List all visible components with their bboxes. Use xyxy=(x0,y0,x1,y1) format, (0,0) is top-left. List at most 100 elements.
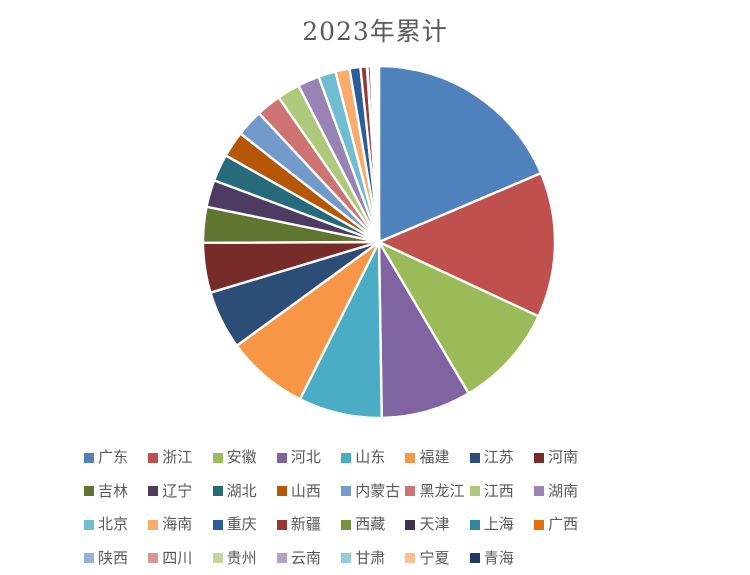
legend-item-江苏: 江苏 xyxy=(470,450,534,465)
legend-swatch xyxy=(405,553,415,563)
legend-item-江西: 江西 xyxy=(470,484,534,499)
legend-row: 北京 海南 重庆 新疆 西藏 天津 上海 广西 xyxy=(84,508,684,542)
legend-item-重庆: 重庆 xyxy=(213,517,277,532)
legend-label: 青海 xyxy=(480,551,514,566)
pie-chart xyxy=(0,0,750,440)
legend-label: 吉林 xyxy=(94,484,128,499)
legend-swatch xyxy=(534,486,544,496)
legend-swatch xyxy=(213,453,223,463)
legend-swatch xyxy=(84,520,94,530)
legend-swatch xyxy=(148,453,158,463)
legend-swatch xyxy=(534,453,544,463)
legend-item-贵州: 贵州 xyxy=(213,551,277,566)
legend-item-吉林: 吉林 xyxy=(84,484,148,499)
legend-swatch xyxy=(148,486,158,496)
legend-label: 四川 xyxy=(158,551,192,566)
pie-slice-青海 xyxy=(378,66,379,242)
legend-item-浙江: 浙江 xyxy=(148,450,212,465)
legend-item-河北: 河北 xyxy=(277,450,341,465)
legend-item-广西: 广西 xyxy=(534,517,598,532)
legend-row: 广东 浙江 安徽 河北 山东 福建 江苏 河南 xyxy=(84,441,684,475)
legend-swatch xyxy=(84,553,94,563)
legend-swatch xyxy=(277,553,287,563)
legend-swatch xyxy=(213,486,223,496)
legend-label: 广东 xyxy=(94,450,128,465)
legend-swatch xyxy=(341,520,351,530)
legend-item-辽宁: 辽宁 xyxy=(148,484,212,499)
legend-label: 湖南 xyxy=(544,484,578,499)
legend: 广东 浙江 安徽 河北 山东 福建 江苏 河南吉林 辽宁 湖北 山西 内蒙古黑龙江 江西 湖南北京 海南 重庆… xyxy=(84,441,684,575)
legend-swatch xyxy=(213,520,223,530)
legend-row: 吉林 辽宁 湖北 山西 内蒙古黑龙江 江西 湖南 xyxy=(84,475,684,509)
legend-swatch xyxy=(341,553,351,563)
legend-label: 河南 xyxy=(544,450,578,465)
legend-label: 黑龙江 xyxy=(415,484,464,499)
legend-item-山西: 山西 xyxy=(277,484,341,499)
legend-label: 广西 xyxy=(544,517,578,532)
legend-swatch xyxy=(405,520,415,530)
legend-item-河南: 河南 xyxy=(534,450,598,465)
legend-swatch xyxy=(534,520,544,530)
legend-label: 甘肃 xyxy=(351,551,385,566)
legend-label: 福建 xyxy=(415,450,449,465)
legend-label: 海南 xyxy=(158,517,192,532)
legend-item-广东: 广东 xyxy=(84,450,148,465)
legend-label: 江苏 xyxy=(480,450,514,465)
legend-item-福建: 福建 xyxy=(405,450,469,465)
legend-item-天津: 天津 xyxy=(405,517,469,532)
legend-item-云南: 云南 xyxy=(277,551,341,566)
legend-label: 湖北 xyxy=(223,484,257,499)
legend-label: 辽宁 xyxy=(158,484,192,499)
legend-label: 新疆 xyxy=(287,517,321,532)
legend-label: 浙江 xyxy=(158,450,192,465)
legend-swatch xyxy=(470,553,480,563)
legend-item-内蒙古: 内蒙古 xyxy=(341,484,405,499)
legend-label: 天津 xyxy=(415,517,449,532)
legend-item-上海: 上海 xyxy=(470,517,534,532)
legend-label: 山东 xyxy=(351,450,385,465)
legend-label: 河北 xyxy=(287,450,321,465)
legend-label: 陕西 xyxy=(94,551,128,566)
legend-row: 陕西 四川 贵州 云南 甘肃 宁夏 青海 xyxy=(84,542,684,575)
legend-label: 云南 xyxy=(287,551,321,566)
legend-item-新疆: 新疆 xyxy=(277,517,341,532)
legend-item-青海: 青海 xyxy=(470,551,534,566)
legend-swatch xyxy=(84,453,94,463)
legend-swatch xyxy=(341,486,351,496)
legend-swatch xyxy=(148,553,158,563)
legend-label: 山西 xyxy=(287,484,321,499)
legend-item-湖北: 湖北 xyxy=(213,484,277,499)
legend-item-四川: 四川 xyxy=(148,551,212,566)
legend-label: 宁夏 xyxy=(415,551,449,566)
legend-item-安徽: 安徽 xyxy=(213,450,277,465)
legend-item-山东: 山东 xyxy=(341,450,405,465)
legend-label: 江西 xyxy=(480,484,514,499)
legend-swatch xyxy=(470,520,480,530)
legend-swatch xyxy=(277,520,287,530)
legend-swatch xyxy=(470,453,480,463)
legend-swatch xyxy=(213,553,223,563)
legend-label: 安徽 xyxy=(223,450,257,465)
legend-swatch xyxy=(84,486,94,496)
legend-item-湖南: 湖南 xyxy=(534,484,598,499)
legend-item-海南: 海南 xyxy=(148,517,212,532)
legend-item-北京: 北京 xyxy=(84,517,148,532)
legend-swatch xyxy=(470,486,480,496)
legend-item-西藏: 西藏 xyxy=(341,517,405,532)
legend-swatch xyxy=(405,486,415,496)
legend-label: 贵州 xyxy=(223,551,257,566)
legend-swatch xyxy=(405,453,415,463)
chart-title: 2023年累计 xyxy=(0,12,750,48)
legend-label: 西藏 xyxy=(351,517,385,532)
legend-label: 内蒙古 xyxy=(351,484,400,499)
legend-label: 重庆 xyxy=(223,517,257,532)
legend-swatch xyxy=(277,453,287,463)
legend-label: 上海 xyxy=(480,517,514,532)
legend-item-甘肃: 甘肃 xyxy=(341,551,405,566)
legend-swatch xyxy=(341,453,351,463)
legend-swatch xyxy=(148,520,158,530)
legend-item-黑龙江: 黑龙江 xyxy=(405,484,469,499)
legend-label: 北京 xyxy=(94,517,128,532)
legend-swatch xyxy=(277,486,287,496)
